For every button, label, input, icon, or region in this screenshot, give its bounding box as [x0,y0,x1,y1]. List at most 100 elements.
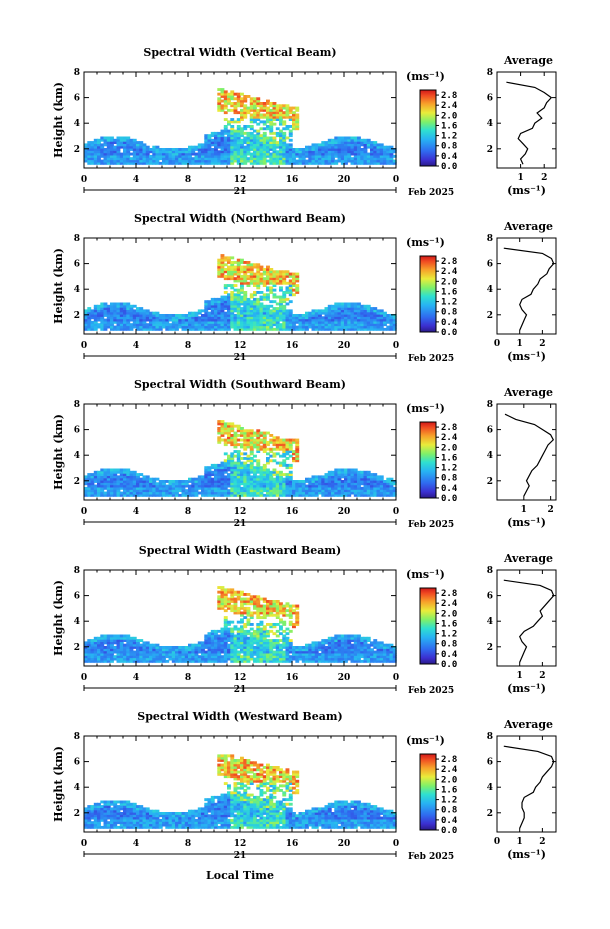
heatmap-cell [132,636,137,640]
heatmap-cell [236,323,241,327]
heatmap-cell [227,606,231,610]
heatmap-cell [103,138,108,142]
heatmap-cell [233,600,238,603]
heatmap-cell [363,150,368,154]
heatmap-cell [240,427,244,430]
heatmap-cell [227,152,231,156]
heatmap-cell [227,97,231,101]
heatmap-cell [249,484,254,488]
heatmap-cell [256,466,261,470]
heatmap-cell [249,316,254,320]
heatmap-cell [243,438,248,442]
heatmap-cell [282,122,287,126]
heatmap-cell [168,325,173,329]
heatmap-cell [236,593,241,596]
heatmap-cell [262,152,267,156]
heatmap-cell [321,143,326,147]
heatmap-cell [295,274,300,278]
heatmap-cell [236,125,241,128]
heatmap-cell [162,154,166,158]
heatmap-cell [256,138,261,142]
heatmap-cell [379,327,384,331]
heatmap-cell [197,659,202,663]
heatmap-cell [324,491,329,495]
heatmap-cell [214,639,218,642]
heatmap-cell [152,323,157,327]
heatmap-cell [285,646,290,649]
heatmap-cell [353,316,358,320]
heatmap-cell [168,323,173,327]
heatmap-cell [337,493,342,497]
heatmap-cell [370,311,374,315]
heatmap-cell [243,623,248,626]
heatmap-cell [149,643,153,647]
heatmap-cell [344,307,348,310]
heatmap-cell [100,475,105,479]
heatmap-cell [201,648,205,652]
heatmap-cell [279,447,283,451]
heatmap-cell [132,646,137,649]
heatmap-cell [223,311,228,315]
heatmap-cell [230,272,235,276]
heatmap-cell [207,325,212,329]
heatmap-cell [240,134,244,138]
heatmap-cell [103,650,108,654]
heatmap-cell [236,272,241,276]
heatmap-cell [370,145,374,149]
heatmap-cell [227,454,231,458]
heatmap-cell [272,295,277,299]
heatmap-cell [327,480,332,483]
heatmap-cell [194,491,199,495]
heatmap-cell [227,318,231,322]
heatmap-cell [240,639,244,642]
heatmap-cell [295,618,300,622]
heatmap-cell [155,161,160,165]
heatmap-cell [253,136,257,140]
heatmap-cell [279,138,283,142]
heatmap-cell [230,284,235,287]
heatmap-cell [178,161,183,165]
heatmap-cell [123,141,127,144]
heatmap-cell [282,304,287,308]
heatmap-cell [266,659,270,663]
heatmap-cell [288,606,293,610]
heatmap-cell [376,323,381,327]
heatmap-cell [227,643,231,647]
heatmap-cell [275,489,280,493]
heatmap-cell [155,482,160,486]
heatmap-cell [103,652,108,656]
heatmap-cell [139,477,144,481]
heatmap-cell [256,625,261,629]
heatmap-cell [337,327,342,331]
heatmap-cell [344,468,348,472]
heatmap-cell [295,159,300,163]
heatmap-cell [243,629,248,633]
heatmap-cell [266,634,270,638]
heatmap-cell [93,648,98,652]
heatmap-cell [233,129,238,133]
heatmap-cell [340,489,345,493]
heatmap-cell [194,652,199,656]
heatmap-cell [279,159,283,163]
heatmap-cell [223,106,228,110]
heatmap-cell [223,625,228,629]
heatmap-cell [100,489,105,493]
heatmap-cell [217,258,222,262]
heatmap-cell [87,480,92,483]
heatmap-cell [230,600,235,603]
heatmap-cell [272,470,277,474]
heatmap-cell [272,646,277,649]
heatmap-cell [217,420,222,423]
heatmap-cell [240,463,244,467]
heatmap-cell [350,302,355,306]
heatmap-cell [116,318,121,322]
heatmap-cell [246,152,251,156]
heatmap-cell [370,320,374,324]
heatmap-cell [295,150,300,154]
heatmap-cell [275,279,280,283]
heatmap-cell [392,486,397,490]
heatmap-cell [191,314,196,317]
heatmap-cell [253,148,257,151]
heatmap-cell [256,641,261,645]
heatmap-cell [113,154,118,158]
